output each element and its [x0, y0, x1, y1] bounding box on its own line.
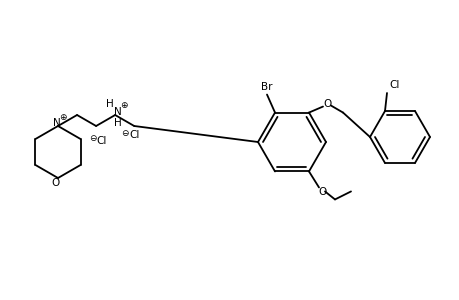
- Text: Br: Br: [261, 82, 272, 92]
- Text: O: O: [323, 99, 331, 109]
- Text: ⊕: ⊕: [120, 100, 128, 109]
- Text: H: H: [114, 118, 122, 128]
- Text: Cl: Cl: [389, 80, 399, 90]
- Text: ⊕: ⊕: [59, 112, 67, 122]
- Text: N: N: [114, 107, 122, 117]
- Text: ⊖: ⊖: [89, 134, 96, 142]
- Text: Cl: Cl: [129, 130, 139, 140]
- Text: Cl: Cl: [96, 136, 107, 146]
- Text: O: O: [318, 188, 326, 197]
- Text: N: N: [53, 118, 61, 128]
- Text: O: O: [52, 178, 60, 188]
- Text: H: H: [106, 99, 114, 109]
- Text: ⊖: ⊖: [121, 128, 129, 137]
